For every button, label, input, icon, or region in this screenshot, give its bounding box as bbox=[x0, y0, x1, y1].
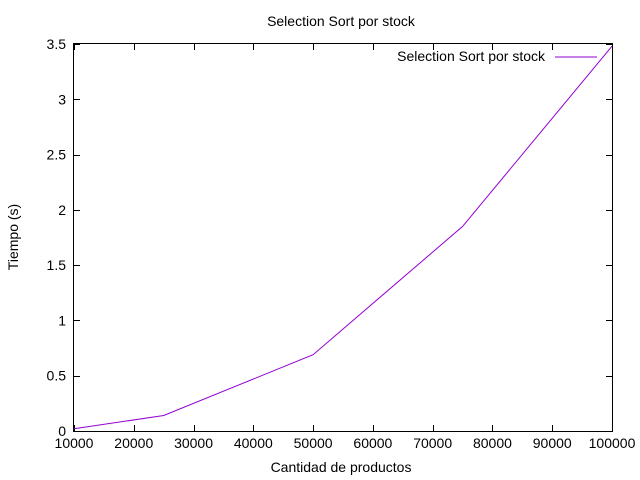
y-tick-label: 3.5 bbox=[47, 36, 67, 52]
x-tick-label: 10000 bbox=[55, 435, 94, 451]
x-tick-label: 60000 bbox=[353, 435, 392, 451]
x-axis-label: Cantidad de productos bbox=[271, 459, 412, 475]
x-axis: 10000 20000 30000 40000 50000 60000 70000 80000… bbox=[55, 44, 636, 451]
x-tick-label: 80000 bbox=[473, 435, 512, 451]
chart-title: Selection Sort por stock bbox=[267, 13, 416, 29]
y-tick-label: 2.5 bbox=[47, 147, 67, 163]
legend: Selection Sort por stock bbox=[397, 48, 597, 64]
x-tick-label: 50000 bbox=[294, 435, 333, 451]
y-axis: 0 0.5 1 1.5 2 2.5 3 3.5 bbox=[47, 36, 612, 439]
x-tick-label: 90000 bbox=[533, 435, 572, 451]
y-tick-label: 2 bbox=[58, 202, 66, 218]
y-tick-label: 0.5 bbox=[47, 368, 67, 384]
plot-frame bbox=[73, 43, 613, 432]
y-tick-label: 3 bbox=[58, 91, 66, 107]
x-tick-label: 70000 bbox=[413, 435, 452, 451]
x-tick-label: 20000 bbox=[114, 435, 153, 451]
series-line bbox=[73, 45, 613, 430]
y-tick-label: 1.5 bbox=[47, 257, 67, 273]
x-tick-label: 100000 bbox=[589, 435, 636, 451]
series-layer bbox=[73, 45, 613, 430]
x-tick-label: 40000 bbox=[234, 435, 273, 451]
y-axis-label: Tiempo (s) bbox=[5, 204, 21, 270]
legend-entry-label: Selection Sort por stock bbox=[397, 48, 546, 64]
y-tick-label: 0 bbox=[58, 423, 66, 439]
x-tick-label: 30000 bbox=[174, 435, 213, 451]
y-tick-label: 1 bbox=[58, 312, 66, 328]
